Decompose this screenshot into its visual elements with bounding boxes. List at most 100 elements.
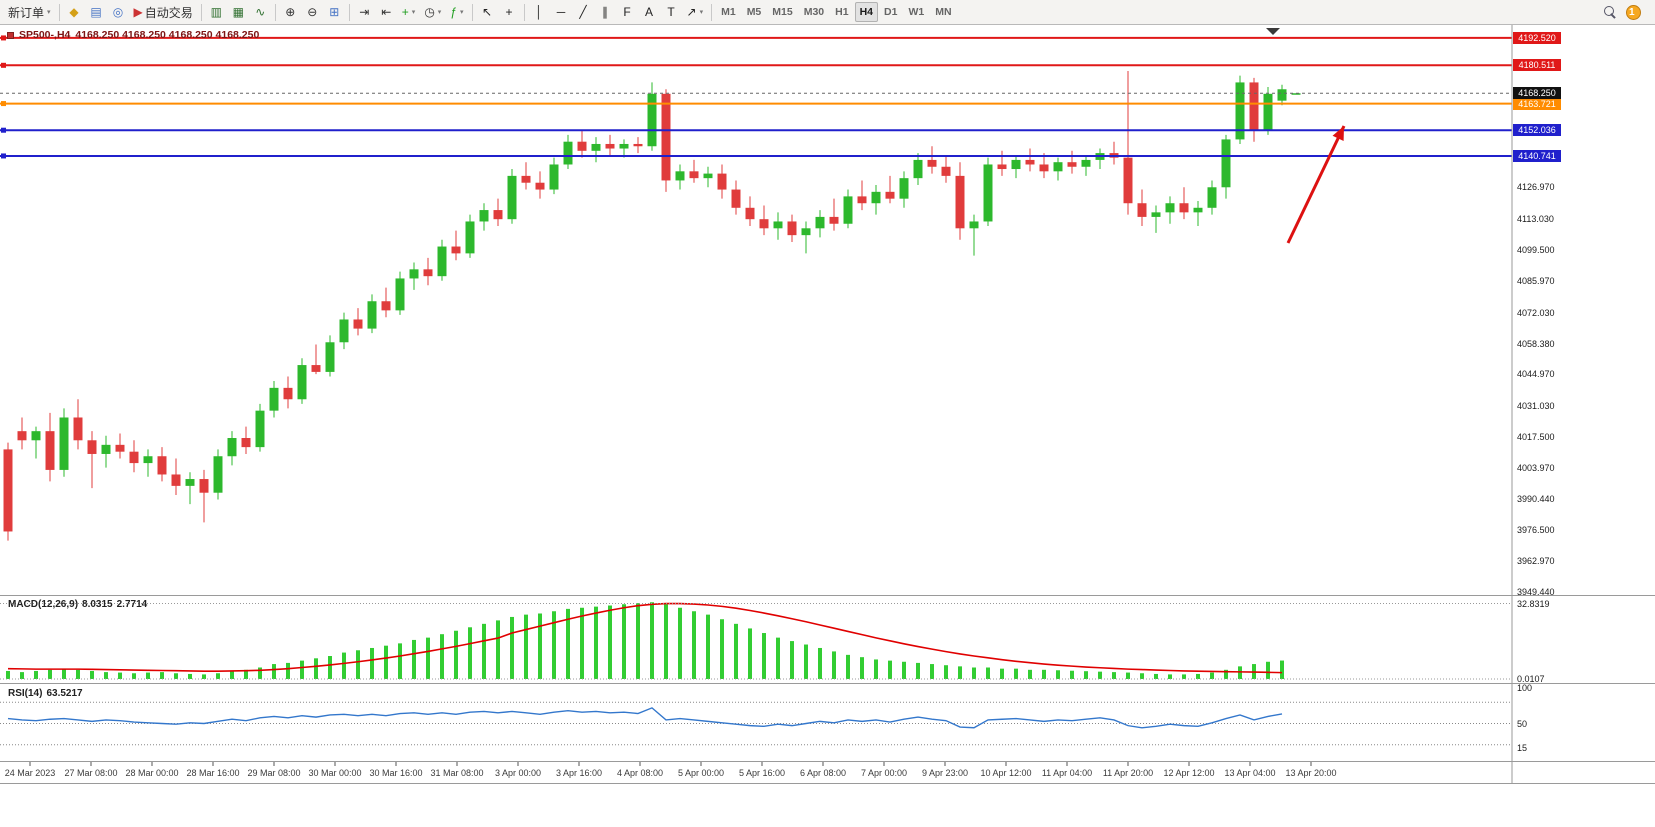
candle-body bbox=[31, 431, 41, 441]
candle-body bbox=[1039, 164, 1049, 172]
trendline-button[interactable]: ╱ bbox=[573, 2, 594, 23]
arrow-object-line[interactable] bbox=[1286, 125, 1346, 244]
bar-chart-button[interactable]: ▥ bbox=[206, 2, 227, 23]
crosshair-button[interactable]: + bbox=[499, 2, 520, 23]
cursor-button[interactable]: ↖ bbox=[477, 2, 498, 23]
equidistant-channel-button[interactable]: ∥ bbox=[595, 2, 616, 23]
candle-body bbox=[633, 143, 643, 147]
candle-body bbox=[45, 431, 55, 470]
sound-alert-icon[interactable]: ◆ bbox=[64, 2, 85, 23]
chart-shift-button[interactable]: ⇤ bbox=[376, 2, 397, 23]
text-label-button[interactable]: T bbox=[661, 2, 682, 23]
auto-scroll-icon: ⇥ bbox=[359, 5, 370, 19]
candle-body bbox=[689, 171, 699, 179]
zoom-out-icon: ⊖ bbox=[307, 5, 318, 19]
rsi-value: 63.5217 bbox=[46, 688, 83, 699]
arrow-object-head[interactable] bbox=[1332, 126, 1344, 141]
candle-body bbox=[703, 173, 713, 179]
candle-body bbox=[325, 342, 335, 372]
chart-shift-icon: ⇤ bbox=[381, 5, 392, 19]
candle-body bbox=[885, 191, 895, 199]
candle-body bbox=[101, 444, 111, 454]
vertical-line-button[interactable]: │ bbox=[529, 2, 550, 23]
indicators-icon: ƒ bbox=[450, 5, 457, 19]
timeframe-button-mn[interactable]: MN bbox=[935, 6, 952, 18]
timeframe-button-m5[interactable]: M5 bbox=[746, 6, 762, 18]
candle-body bbox=[787, 221, 797, 236]
autotrade-button[interactable]: ▶ 自动交易 bbox=[130, 2, 197, 23]
candle-body bbox=[395, 278, 405, 311]
chart-symbol-period: SP500-,H4 bbox=[19, 29, 71, 41]
candle-body bbox=[1067, 162, 1077, 167]
candle-body bbox=[465, 221, 475, 254]
candle-body bbox=[1025, 159, 1035, 165]
timeframe-button-m1[interactable]: M1 bbox=[721, 6, 736, 18]
arrows-icon: ↗ bbox=[686, 5, 697, 19]
candle-body bbox=[87, 440, 97, 454]
bar-chart-icon: ▥ bbox=[210, 5, 222, 19]
market-watch-icon[interactable]: ▤ bbox=[86, 2, 107, 23]
sep-6 bbox=[523, 3, 525, 21]
candle-body bbox=[1165, 203, 1175, 213]
search-button[interactable] bbox=[1600, 2, 1621, 23]
dropdown-arrow-icon: ▾ bbox=[460, 9, 464, 16]
timeframe-button-w1[interactable]: W1 bbox=[908, 6, 925, 18]
fibonacci-button[interactable]: F bbox=[617, 2, 638, 23]
period-selector-button[interactable]: ◷ ▾ bbox=[420, 2, 445, 23]
equidistant-channel-icon: ∥ bbox=[602, 5, 609, 19]
timeframe-button-h1[interactable]: H1 bbox=[835, 6, 849, 18]
candle-body bbox=[1291, 93, 1301, 95]
timeframe-button-h4[interactable]: H4 bbox=[854, 2, 879, 22]
line-chart-button[interactable]: ∿ bbox=[250, 2, 271, 23]
candle-body bbox=[717, 173, 727, 190]
hline-anchor bbox=[1, 35, 6, 41]
candle-body bbox=[997, 164, 1007, 170]
dropdown-arrow-icon: ▾ bbox=[47, 9, 51, 16]
candle-body bbox=[115, 444, 125, 452]
candle-body bbox=[227, 438, 237, 457]
period-selector-icon: ◷ bbox=[424, 5, 435, 19]
text-button[interactable]: A bbox=[639, 2, 660, 23]
new-chart-button[interactable]: + ▾ bbox=[398, 2, 420, 23]
candle-body bbox=[731, 189, 741, 208]
dropdown-arrow-icon: ▾ bbox=[437, 9, 442, 16]
chart-shift-marker-icon[interactable] bbox=[1266, 28, 1280, 35]
rsi-name: RSI(14) bbox=[8, 688, 43, 699]
tile-windows-icon: ⊞ bbox=[329, 5, 340, 19]
text-label-icon: T bbox=[667, 5, 675, 19]
notifications-button[interactable]: 1 bbox=[1622, 2, 1651, 23]
new-order-button[interactable]: 新订单 ▾ bbox=[4, 2, 55, 23]
arrows-button[interactable]: ↗ ▾ bbox=[683, 2, 708, 23]
macd-signal-value: 2.7714 bbox=[116, 599, 148, 610]
sound-alert-icon-icon: ◆ bbox=[69, 5, 79, 19]
macd-value: 8.0315 bbox=[82, 599, 113, 610]
candle-body bbox=[367, 301, 377, 329]
candle-body bbox=[17, 431, 27, 441]
auto-scroll-button[interactable]: ⇥ bbox=[354, 2, 375, 23]
tile-windows-button[interactable]: ⊞ bbox=[324, 2, 345, 23]
candle-body bbox=[1011, 159, 1021, 170]
timeframe-button-d1[interactable]: D1 bbox=[884, 6, 898, 18]
horizontal-line-button[interactable]: ─ bbox=[551, 2, 572, 23]
zoom-out-button[interactable]: ⊖ bbox=[302, 2, 323, 23]
cursor-icon: ↖ bbox=[481, 5, 493, 19]
autotrade-button-label: 自动交易 bbox=[144, 5, 193, 20]
timeframe-button-m30[interactable]: M30 bbox=[803, 6, 825, 18]
zoom-in-button[interactable]: ⊕ bbox=[280, 2, 301, 23]
new-order-button-label: 新订单 bbox=[8, 5, 45, 20]
sep-4 bbox=[348, 3, 350, 21]
indicators-button[interactable]: ƒ ▾ bbox=[446, 2, 467, 23]
dropdown-arrow-icon: ▾ bbox=[699, 9, 704, 16]
candle-body bbox=[185, 479, 195, 486]
macd-signal-line bbox=[7, 602, 1283, 674]
trendline-icon: ╱ bbox=[579, 5, 587, 19]
sep-5 bbox=[471, 3, 473, 21]
candle-body bbox=[311, 365, 321, 372]
candle-body bbox=[815, 216, 825, 229]
candlestick-chart-button[interactable]: ▦ bbox=[228, 2, 249, 23]
new-chart-icon: + bbox=[401, 5, 409, 19]
data-window-icon[interactable]: ◎ bbox=[108, 2, 129, 23]
timeframe-button-m15[interactable]: M15 bbox=[772, 6, 793, 18]
